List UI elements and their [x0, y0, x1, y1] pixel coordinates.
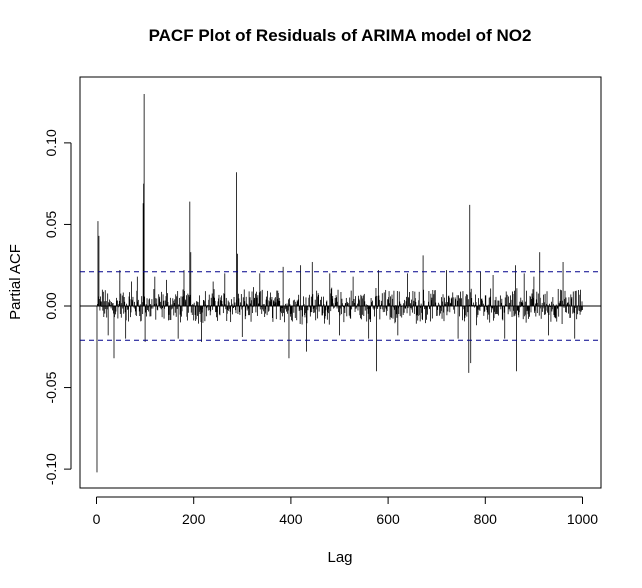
y-tick-label: -0.10	[43, 453, 59, 485]
x-axis: 0 200 400 600 800 1000	[93, 496, 598, 527]
y-axis-label: Partial ACF	[7, 244, 24, 320]
plot-frame	[79, 76, 602, 489]
y-tick-label: 0.10	[43, 129, 59, 156]
x-axis-label: Lag	[327, 549, 352, 566]
y-tick-label: -0.05	[43, 371, 59, 403]
pacf-spikes	[96, 93, 583, 473]
x-tick-label: 800	[474, 511, 498, 527]
x-tick-label: 600	[376, 511, 400, 527]
x-tick-label: 0	[93, 511, 101, 527]
x-tick-label: 1000	[567, 511, 598, 527]
x-tick-label: 200	[182, 511, 206, 527]
y-tick-label: 0.05	[43, 211, 59, 238]
y-axis: -0.10 -0.05 0.00 0.05 0.10	[43, 129, 72, 485]
x-tick-label: 400	[279, 511, 303, 527]
chart-title: PACF Plot of Residuals of ARIMA model of…	[149, 26, 532, 45]
y-tick-label: 0.00	[43, 292, 59, 319]
